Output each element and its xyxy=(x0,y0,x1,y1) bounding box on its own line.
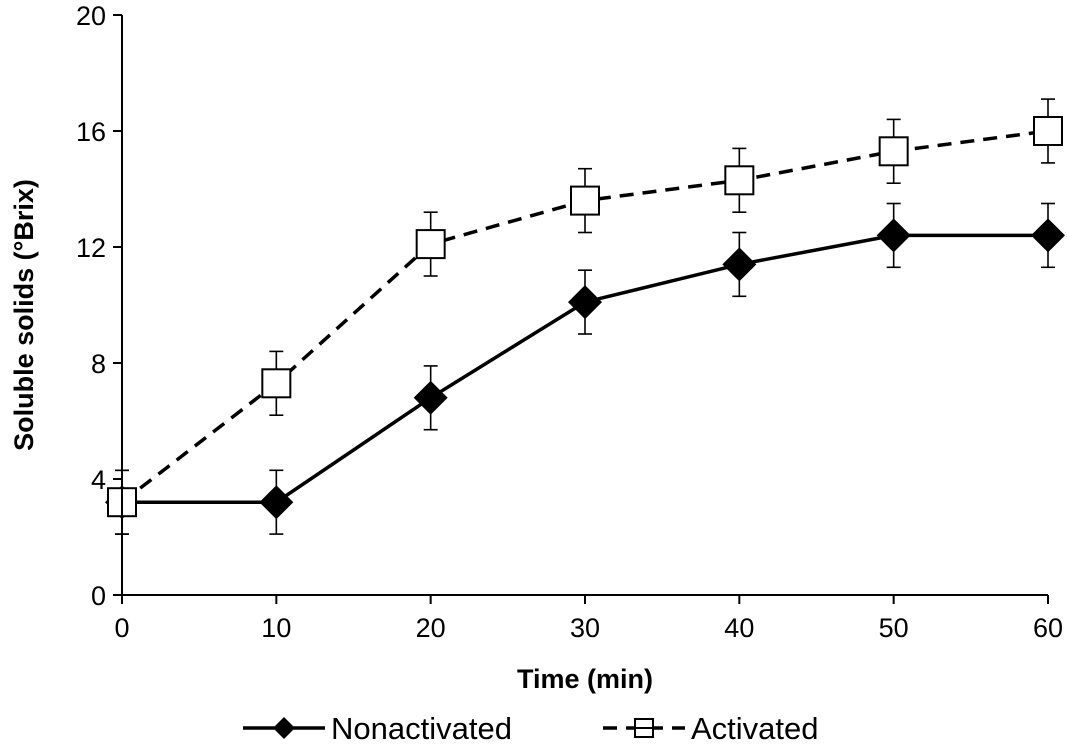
series-nonactivated xyxy=(105,202,1065,535)
data-point xyxy=(259,485,294,520)
data-point xyxy=(876,218,911,253)
y-axis-ticks: 0 4 8 12 16 20 xyxy=(76,1,122,611)
y-tick-label: 20 xyxy=(76,1,106,31)
data-point xyxy=(415,229,446,260)
y-tick-label: 12 xyxy=(76,233,106,263)
data-point xyxy=(413,380,448,415)
legend-item: Nonactivated xyxy=(243,711,512,744)
y-tick-label: 16 xyxy=(76,117,106,147)
x-axis-ticks: 0 10 20 30 40 50 60 xyxy=(114,595,1063,643)
x-tick-label: 0 xyxy=(114,613,129,643)
y-tick-label: 8 xyxy=(91,349,106,379)
y-tick-label: 4 xyxy=(91,465,106,495)
data-point xyxy=(570,185,600,216)
x-tick-label: 60 xyxy=(1033,613,1063,643)
data-point xyxy=(878,136,909,167)
x-tick-label: 40 xyxy=(724,613,754,643)
y-tick-label: 0 xyxy=(91,581,106,611)
x-tick-label: 20 xyxy=(416,613,446,643)
legend-label: Nonactivated xyxy=(331,711,512,744)
legend: Nonactivated Activated xyxy=(243,711,819,744)
x-axis-title: Time (min) xyxy=(517,664,653,694)
x-tick-label: 10 xyxy=(261,613,291,643)
data-point xyxy=(261,368,292,399)
legend-marker xyxy=(273,717,295,739)
data-point xyxy=(568,285,602,320)
legend-label: Activated xyxy=(691,711,819,744)
plot-area xyxy=(105,98,1065,535)
data-point xyxy=(724,165,755,196)
data-point xyxy=(722,247,757,282)
data-point xyxy=(1031,218,1065,253)
x-tick-label: 30 xyxy=(570,613,600,643)
x-tick-label: 50 xyxy=(879,613,909,643)
y-axis-title: Soluble solids (°Brix) xyxy=(9,179,39,451)
legend-item: Activated xyxy=(603,711,819,744)
data-point xyxy=(1033,116,1063,146)
